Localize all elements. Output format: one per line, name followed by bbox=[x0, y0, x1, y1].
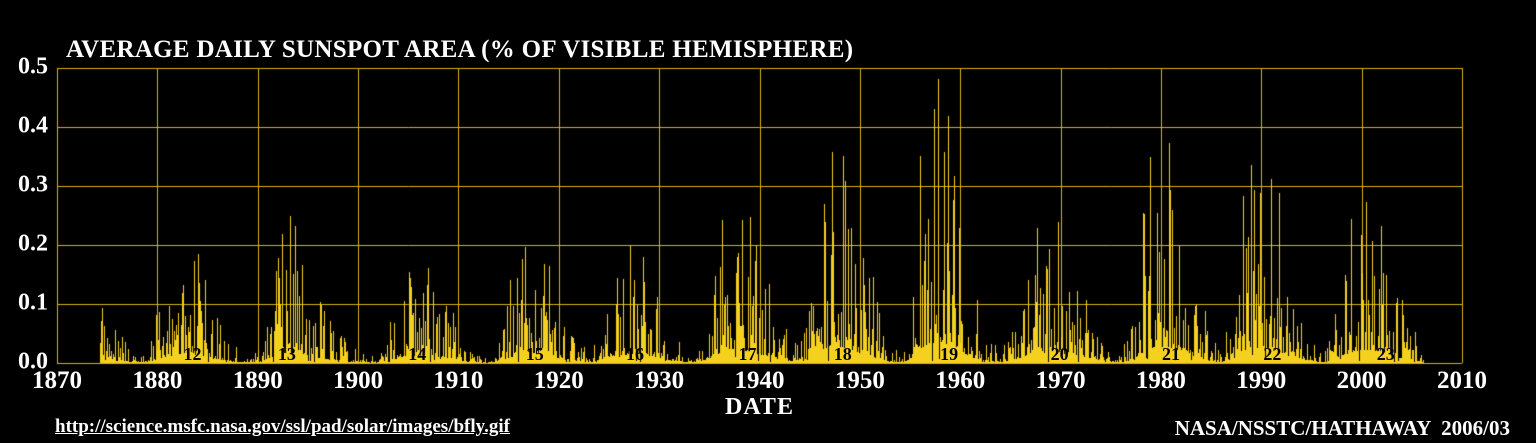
y-tick-label: 0.1 bbox=[18, 289, 48, 316]
source-url-text: http://science.msfc.nasa.gov/ssl/pad/sol… bbox=[55, 416, 510, 437]
cycle-number-label: 23 bbox=[1376, 344, 1395, 364]
x-tick-label: 1900 bbox=[333, 367, 384, 394]
x-tick-label: 1970 bbox=[1035, 367, 1086, 394]
cycle-number-label: 22 bbox=[1263, 344, 1282, 364]
y-tick-label: 0.2 bbox=[18, 230, 48, 257]
cycle-number-label: 19 bbox=[940, 344, 959, 364]
x-tick-label: 1910 bbox=[433, 367, 484, 394]
x-tick-label: 2000 bbox=[1336, 367, 1387, 394]
cycle-number-label: 17 bbox=[738, 344, 757, 364]
x-tick-label: 1960 bbox=[935, 367, 986, 394]
cycle-number-label: 12 bbox=[183, 344, 202, 364]
x-tick-label: 1880 bbox=[132, 367, 183, 394]
x-tick-label: 1870 bbox=[32, 367, 82, 394]
chart-title: AVERAGE DAILY SUNSPOT AREA (% OF VISIBLE… bbox=[66, 36, 854, 63]
y-tick-label: 0.0 bbox=[18, 348, 48, 375]
cycle-number-label: 16 bbox=[626, 344, 645, 364]
x-tick-label: 1920 bbox=[533, 367, 584, 394]
x-tick-label: 2010 bbox=[1437, 367, 1487, 394]
cycle-number-label: 14 bbox=[408, 344, 427, 364]
y-tick-label: 0.4 bbox=[18, 112, 48, 139]
x-axis-title: DATE bbox=[725, 394, 794, 420]
x-tick-label: 1890 bbox=[232, 367, 283, 394]
credit-text: NASA/NSSTC/HATHAWAY 2006/03 bbox=[1174, 416, 1510, 440]
cycle-number-label: 15 bbox=[525, 344, 544, 364]
cycle-number-label: 13 bbox=[277, 344, 296, 364]
x-tick-label: 1990 bbox=[1236, 367, 1287, 394]
x-tick-label: 1940 bbox=[734, 367, 785, 394]
x-tick-label: 1950 bbox=[834, 367, 885, 394]
y-tick-label: 0.3 bbox=[18, 171, 48, 198]
x-tick-label: 1930 bbox=[634, 367, 685, 394]
x-tick-label: 1980 bbox=[1135, 367, 1186, 394]
y-tick-label: 0.5 bbox=[18, 53, 48, 80]
cycle-number-label: 21 bbox=[1161, 344, 1180, 364]
cycle-number-label: 20 bbox=[1050, 344, 1069, 364]
cycle-number-label: 18 bbox=[833, 344, 852, 364]
